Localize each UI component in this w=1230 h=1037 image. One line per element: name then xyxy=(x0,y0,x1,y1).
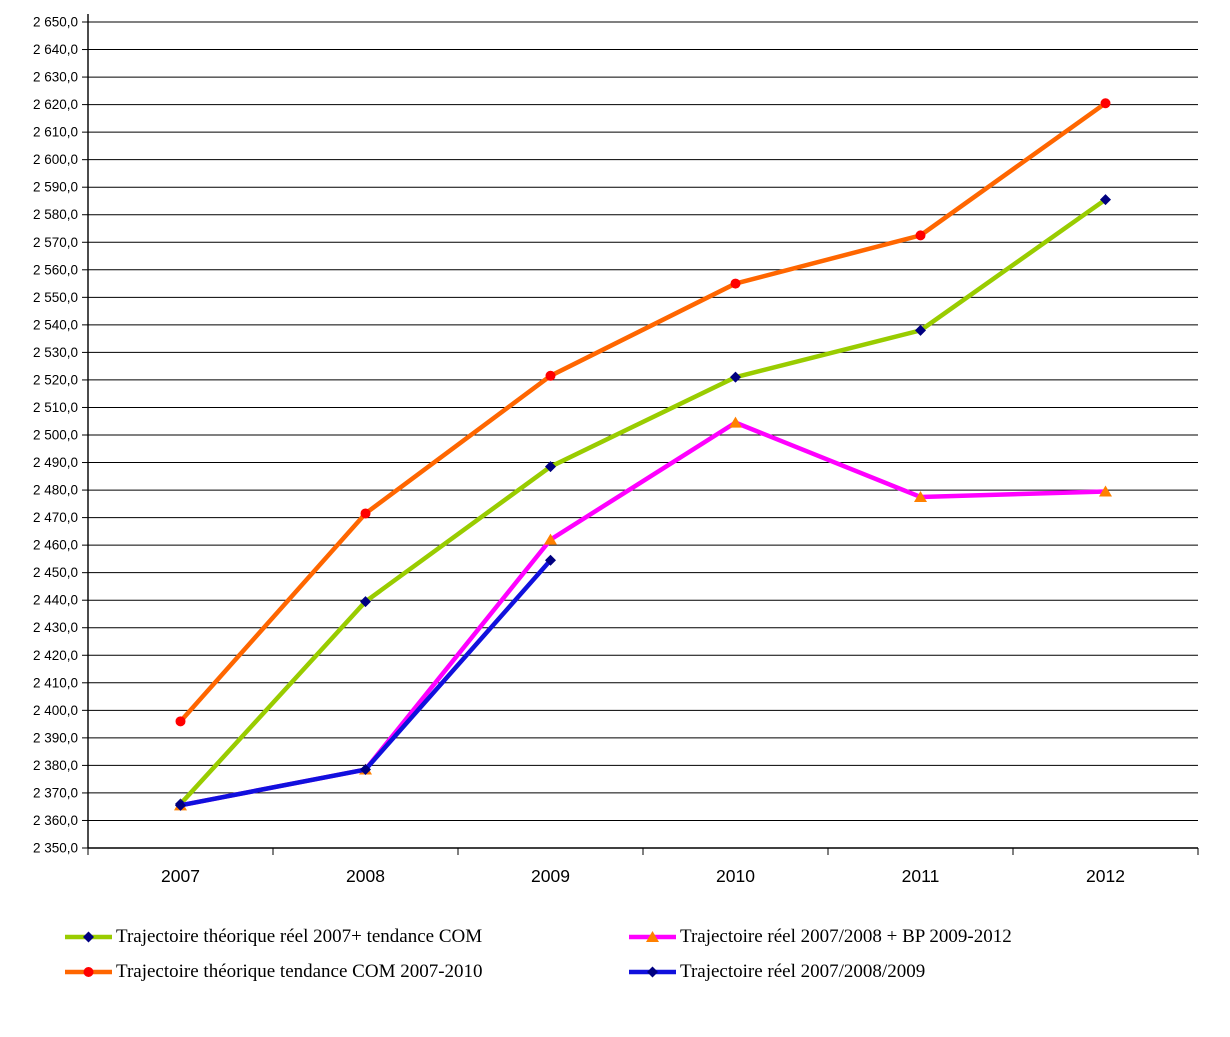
y-axis-tick-label: 2 640,0 xyxy=(33,42,78,57)
y-axis-tick-label: 2 630,0 xyxy=(33,70,78,85)
series-3 xyxy=(175,554,556,811)
y-axis-tick-label: 2 450,0 xyxy=(33,565,78,580)
y-axis-tick-label: 2 650,0 xyxy=(33,15,78,30)
y-axis-tick-label: 2 600,0 xyxy=(33,152,78,167)
y-axis-tick-label: 2 520,0 xyxy=(33,372,78,387)
y-axis-tick-label: 2 390,0 xyxy=(33,730,78,745)
series-0 xyxy=(175,194,1111,810)
y-axis-tick-label: 2 480,0 xyxy=(33,483,78,498)
y-axis-tick-label: 2 470,0 xyxy=(33,510,78,525)
x-axis-tick-label: 2010 xyxy=(716,866,755,886)
y-axis-tick-label: 2 560,0 xyxy=(33,262,78,277)
y-axis-grid: 2 350,0 2 360,0 2 370,0 2 380,0 2 390,0 2 400… xyxy=(33,15,1198,856)
x-axis-tick-label: 2008 xyxy=(346,866,385,886)
x-axis-tick-label: 2009 xyxy=(531,866,570,886)
y-axis-tick-label: 2 400,0 xyxy=(33,703,78,718)
y-axis-tick-label: 2 620,0 xyxy=(33,97,78,112)
legend-item-trajectoire-reel-bp: Trajectoire réel 2007/2008 + BP 2009-201… xyxy=(628,924,1012,950)
y-axis-tick-label: 2 440,0 xyxy=(33,593,78,608)
legend-label: Trajectoire théorique réel 2007+ tendanc… xyxy=(116,926,483,947)
y-axis-tick-label: 2 490,0 xyxy=(33,455,78,470)
legend-sample-magenta-triangle-icon xyxy=(629,931,676,942)
x-axis-tick-label: 2012 xyxy=(1086,866,1125,886)
y-axis-tick-label: 2 350,0 xyxy=(33,841,78,856)
y-axis-tick-label: 2 370,0 xyxy=(33,785,78,800)
axes: 2007 2008 2009 2010 2011 2012 xyxy=(87,14,1199,886)
y-axis-tick-label: 2 590,0 xyxy=(33,180,78,195)
series-1 xyxy=(175,98,1111,727)
legend-label: Trajectoire réel 2007/2008 + BP 2009-201… xyxy=(680,926,1012,947)
y-axis-tick-label: 2 550,0 xyxy=(33,290,78,305)
legend-label: Trajectoire théorique tendance COM 2007-… xyxy=(116,961,483,982)
line-chart: 2 350,0 2 360,0 2 370,0 2 380,0 2 390,0 2 400… xyxy=(33,14,1199,886)
y-axis-tick-label: 2 610,0 xyxy=(33,125,78,140)
legend-sample-blue-diamond-icon xyxy=(629,966,676,978)
legend-sample-orange-circle-icon xyxy=(65,967,112,977)
legend-label: Trajectoire réel 2007/2008/2009 xyxy=(680,961,926,982)
y-axis-tick-label: 2 410,0 xyxy=(33,675,78,690)
y-axis-tick-label: 2 570,0 xyxy=(33,235,78,250)
legend-item-trajectoire-theorique-tendance: Trajectoire théorique tendance COM 2007-… xyxy=(64,959,483,985)
legend-item-trajectoire-theorique-reel: Trajectoire théorique réel 2007+ tendanc… xyxy=(64,924,482,950)
y-axis-tick-label: 2 360,0 xyxy=(33,813,78,828)
y-axis-tick-label: 2 580,0 xyxy=(33,207,78,222)
y-axis-tick-label: 2 540,0 xyxy=(33,317,78,332)
legend-sample-green-diamond-icon xyxy=(65,931,112,943)
y-axis-tick-label: 2 510,0 xyxy=(33,400,78,415)
y-axis-tick-label: 2 530,0 xyxy=(33,345,78,360)
y-axis-tick-label: 2 430,0 xyxy=(33,620,78,635)
y-axis-tick-label: 2 380,0 xyxy=(33,758,78,773)
y-axis-tick-label: 2 500,0 xyxy=(33,428,78,443)
y-axis-tick-label: 2 460,0 xyxy=(33,538,78,553)
series-2 xyxy=(174,416,1112,811)
x-axis-tick-label: 2007 xyxy=(161,866,200,886)
y-axis-tick-label: 2 420,0 xyxy=(33,648,78,663)
x-axis-tick-label: 2011 xyxy=(902,866,940,886)
legend-item-trajectoire-reel: Trajectoire réel 2007/2008/2009 xyxy=(628,959,925,985)
